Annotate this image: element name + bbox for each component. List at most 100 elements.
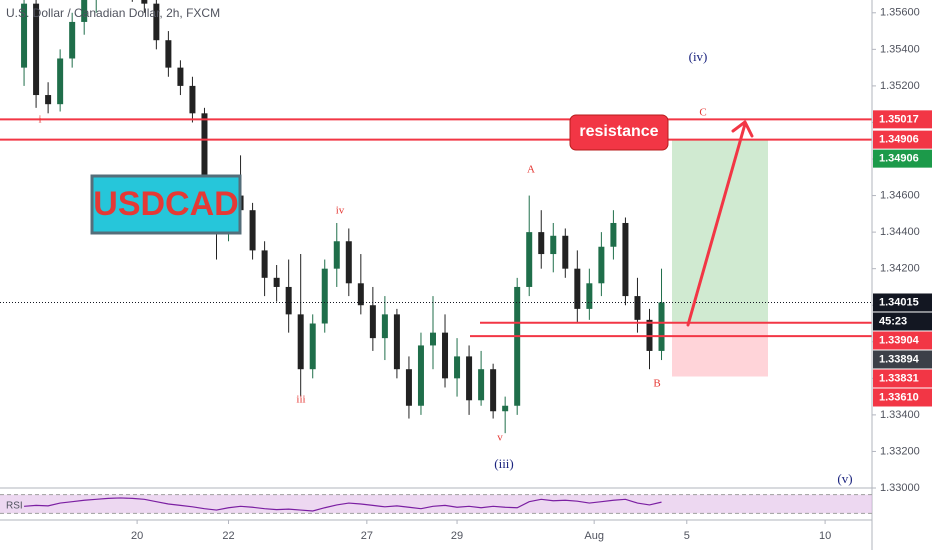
x-tick-label: 20	[131, 530, 143, 542]
y-tick-label: 1.34400	[880, 226, 920, 238]
wave-label: (iii)	[494, 456, 514, 471]
projection-arrow	[686, 120, 754, 327]
stop-box	[672, 322, 768, 377]
candle-body	[526, 232, 533, 287]
candle-body	[622, 222, 629, 297]
y-tick-label: 1.33200	[880, 445, 920, 457]
price-label-bg	[873, 350, 932, 369]
wave-label: B	[653, 378, 660, 390]
candle-body	[261, 250, 268, 278]
wave-label: (iv)	[689, 49, 708, 64]
candle-body	[442, 332, 449, 379]
candle-body	[598, 246, 605, 284]
candle-body	[562, 235, 569, 269]
wave-label: iii	[296, 394, 305, 406]
y-tick-label: 1.33400	[880, 409, 920, 421]
x-tick-label: 27	[361, 530, 373, 542]
candle-body	[201, 113, 208, 192]
candle-body	[165, 40, 172, 68]
candle-body	[502, 405, 509, 412]
rsi-line	[24, 497, 662, 512]
candle-body	[357, 283, 364, 306]
price-label: 1.33894	[879, 353, 920, 365]
candle-body	[297, 314, 304, 370]
candle-body	[57, 58, 64, 105]
price-label-bg	[873, 149, 932, 168]
price-label-bg	[873, 331, 932, 350]
symbol-label: USDCAD	[93, 185, 238, 223]
rsi-label: RSI	[6, 501, 23, 512]
candle-body	[514, 286, 521, 406]
wave-label: C	[699, 107, 706, 119]
symbol-box	[90, 174, 242, 235]
y-tick-label: 1.35600	[880, 7, 920, 19]
rsi-band	[0, 494, 872, 514]
wave-label: (v)	[837, 471, 852, 486]
candle-body	[345, 241, 352, 284]
x-tick-label: 22	[222, 530, 234, 542]
price-label-bg	[873, 369, 932, 388]
candle-body	[429, 332, 436, 346]
candles	[21, 0, 665, 434]
price-label-bg	[873, 293, 932, 312]
price-label: 1.35017	[879, 113, 919, 125]
y-tick-label: 1.35400	[880, 43, 920, 55]
candle-body	[454, 356, 461, 379]
candle-body	[33, 3, 40, 96]
candle-body	[381, 314, 388, 339]
price-label-bg	[873, 388, 932, 407]
target-box	[672, 139, 768, 323]
x-tick-label: 5	[684, 530, 690, 542]
candle-body	[393, 314, 400, 370]
x-tick-label: Aug	[584, 530, 604, 542]
price-label: 1.34906	[879, 153, 919, 165]
candle-body	[417, 345, 424, 406]
candle-body	[333, 241, 340, 269]
candle-body	[309, 323, 316, 370]
candle-body	[177, 67, 184, 86]
countdown-label-bg	[873, 312, 932, 331]
wave-label: iv	[336, 205, 345, 217]
candle-body	[405, 369, 412, 406]
candle-body	[610, 222, 617, 247]
wave-label: A	[527, 164, 535, 176]
candle-body	[153, 3, 160, 41]
candle-body	[69, 21, 76, 59]
candle-body	[81, 0, 88, 22]
x-tick-label: 29	[451, 530, 463, 542]
x-tick-label: 10	[819, 530, 831, 542]
candle-body	[634, 296, 641, 320]
candle-body	[550, 235, 557, 255]
price-label: 1.33831	[879, 372, 919, 384]
candle-body	[586, 283, 593, 309]
candle-body	[321, 268, 328, 324]
price-label: 1.33610	[879, 391, 919, 403]
y-tick-label: 1.34200	[880, 263, 920, 275]
candle-body	[478, 369, 485, 401]
candle-body	[466, 356, 473, 401]
chart-title: U.S. Dollar / Canadian Dollar, 2h, FXCM	[6, 6, 220, 20]
candle-body	[285, 286, 292, 315]
wave-label: v	[497, 432, 503, 444]
price-label: 1.34906	[879, 134, 919, 146]
candle-body	[490, 369, 497, 412]
price-label: 1.34015	[879, 296, 919, 308]
candle-body	[189, 85, 196, 114]
candle-body	[141, 0, 148, 4]
countdown-label: 45:23	[879, 315, 907, 327]
resistance-box	[569, 114, 669, 151]
price-label-bg	[873, 130, 932, 149]
candle-body	[45, 95, 52, 105]
boxes	[672, 139, 768, 377]
resistance-label: resistance	[579, 123, 658, 140]
candle-body	[249, 210, 256, 251]
candle-body	[273, 277, 280, 287]
wave-label: i	[38, 114, 41, 126]
price-label-bg	[873, 110, 932, 129]
candle-body	[538, 232, 545, 255]
y-tick-label: 1.35200	[880, 80, 920, 92]
candle-body	[369, 305, 376, 339]
